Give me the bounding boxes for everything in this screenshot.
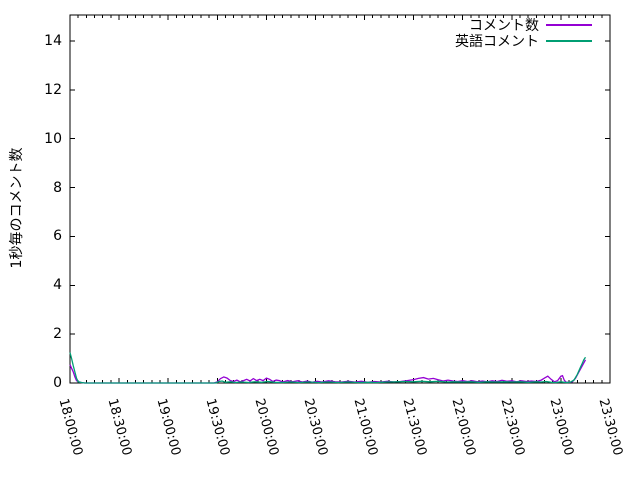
y-tick-label: 10 [44,130,62,147]
legend-item-english-comments: 英語コメント [0,33,592,50]
legend-label-english-comments: 英語コメント [455,34,539,50]
y-tick-label: 14 [44,32,62,49]
legend-item-comment-count: コメント数 [0,17,592,34]
legend-line-sample-comment-count [546,24,592,26]
y-tick-label: 0 [53,375,62,391]
series-line-1 [69,352,587,384]
y-tick-label: 8 [53,179,62,196]
series-line-0 [69,359,587,384]
y-tick-label: 12 [44,81,62,98]
y-tick-label: 2 [53,326,62,343]
y-axis-title: 1秒毎のコメント数 [9,147,25,269]
plot-border [69,14,611,384]
legend-line-sample-english-comments [546,40,592,42]
legend-label-comment-count: コメント数 [469,18,539,34]
y-tick-label: 4 [53,277,62,294]
y-tick-label: 6 [53,228,62,245]
